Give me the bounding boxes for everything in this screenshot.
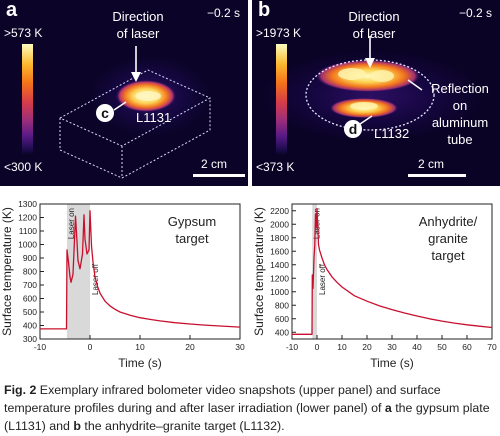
laser-window-shading	[67, 204, 90, 339]
y-tick-label: 2200	[270, 206, 289, 216]
y-tick-label: 600	[275, 314, 289, 324]
y-tick-label: 400	[275, 327, 289, 337]
caption-letter-a: a	[384, 401, 392, 415]
laser-on-label: Laser on	[67, 208, 76, 239]
y-tick-label: 800	[275, 300, 289, 310]
chart-annotation-line: Anhydrite/	[419, 214, 478, 229]
panel-b-hot-region-upper	[316, 60, 420, 92]
x-tick-label: 30	[235, 342, 245, 352]
panel-a-direction-label: Direction of laser	[112, 9, 164, 41]
y-tick-label: 1000	[18, 240, 37, 250]
temperature-series-line	[40, 210, 241, 330]
caption-text-3: the anhydrite–granite target (L1132).	[80, 419, 285, 433]
chart-c-gypsum: -10 0 10 20 30 300 400 500 600 700 800 900 1000 1100 1…	[0, 199, 245, 370]
panel-b-scale-label: 2 cm	[418, 157, 445, 171]
y-tick-label: 500	[23, 307, 37, 317]
panel-a-marker: c	[96, 104, 114, 122]
panel-b-time: −0.2 s	[458, 6, 492, 20]
panel-a-letter: a	[6, 0, 18, 21]
panel-a-scene	[59, 46, 212, 179]
panel-b-direction-label: Direction of laser	[348, 9, 400, 41]
x-tick-label: 20	[185, 342, 195, 352]
y-tick-label: 2000	[270, 219, 289, 229]
y-tick-label: 800	[23, 267, 37, 277]
x-tick-label: 60	[462, 342, 472, 352]
chart-d-anhydrite: -10 0 10 20 30 40 50 60 70 400 600 800 1000 1200 1400 1…	[252, 203, 497, 370]
panel-a-colorbar	[22, 44, 33, 156]
y-tick-label: 900	[23, 253, 37, 263]
panel-a-thermal-image: a −0.2 s >573 K <300 K Direction	[0, 0, 248, 186]
x-tick-label: -10	[286, 342, 299, 352]
panel-a-scale-label: 2 cm	[201, 157, 228, 171]
chart-annotation-line: target	[175, 231, 209, 246]
panel-b-thermal-image: b −0.2 s >1973 K <373 K Direction of las…	[252, 0, 500, 186]
panel-a-sample-label: L1131	[136, 110, 172, 125]
x-tick-label: 30	[387, 342, 397, 352]
panel-b-colorbar	[276, 44, 287, 156]
panel-a-scale-bar	[193, 174, 245, 177]
y-tick-label: 1000	[270, 287, 289, 297]
x-tick-label: 50	[437, 342, 447, 352]
panel-b-reflection-label: Reflection on aluminum tube	[431, 81, 489, 147]
x-tick-label: 70	[487, 342, 497, 352]
laser-window-shading	[312, 204, 317, 339]
chart-annotation-line: granite	[428, 231, 468, 246]
panel-a-sample-block-outline	[59, 69, 212, 179]
x-tick-label: 10	[135, 342, 145, 352]
x-tick-label: 40	[412, 342, 422, 352]
y-tick-label: 700	[23, 280, 37, 290]
panel-a-colorbar-max: >573 K	[4, 26, 43, 40]
laser-off-label: Laser off	[318, 263, 327, 295]
y-tick-label: 1800	[270, 233, 289, 243]
chart-annotation-line: Gypsum	[168, 214, 216, 229]
y-tick-label: 400	[23, 321, 37, 331]
chart-annotation-line: target	[431, 248, 465, 263]
panel-a-colorbar-min: <300 K	[4, 160, 43, 174]
panel-a-time: −0.2 s	[206, 6, 240, 20]
panel-b-scene	[305, 36, 435, 131]
x-tick-label: 0	[88, 342, 93, 352]
panel-b-scale-bar	[408, 174, 466, 177]
y-tick-label: 1300	[18, 199, 37, 209]
x-tick-label: -10	[34, 342, 47, 352]
x-tick-label: 20	[362, 342, 372, 352]
y-tick-label: 1100	[19, 226, 38, 236]
y-tick-label: 1600	[270, 246, 289, 256]
y-tick-label: 1200	[18, 213, 37, 223]
caption-fig-label: Fig. 2	[4, 383, 37, 397]
caption-text-1: Exemplary infrared bolometer video snaps…	[4, 383, 441, 415]
caption-text-2: the gypsum plate (L1131) and	[4, 401, 490, 433]
panel-b-sample-label: L1132	[374, 126, 410, 141]
y-tick-label: 1200	[270, 273, 289, 283]
panel-b-colorbar-min: <373 K	[256, 160, 295, 174]
y-axis-label: Surface temperature (K)	[0, 207, 14, 336]
figure-caption: Fig. 2 Exemplary infrared bolometer vide…	[4, 381, 498, 435]
y-tick-label: 600	[23, 294, 37, 304]
panel-b-marker: d	[344, 120, 362, 138]
y-axis-label: Surface temperature (K)	[252, 207, 266, 336]
x-tick-label: 0	[315, 342, 320, 352]
caption-letter-b: b	[73, 419, 81, 433]
y-tick-label: 300	[23, 334, 37, 344]
panel-b-colorbar-max: >1973 K	[256, 26, 302, 40]
y-tick-label: 1400	[270, 260, 289, 270]
panel-b-letter: b	[258, 0, 271, 21]
x-tick-label: 10	[337, 342, 347, 352]
x-axis-label: Time (s)	[118, 356, 162, 370]
temperature-series-line	[292, 208, 493, 335]
x-axis-label: Time (s)	[370, 356, 414, 370]
